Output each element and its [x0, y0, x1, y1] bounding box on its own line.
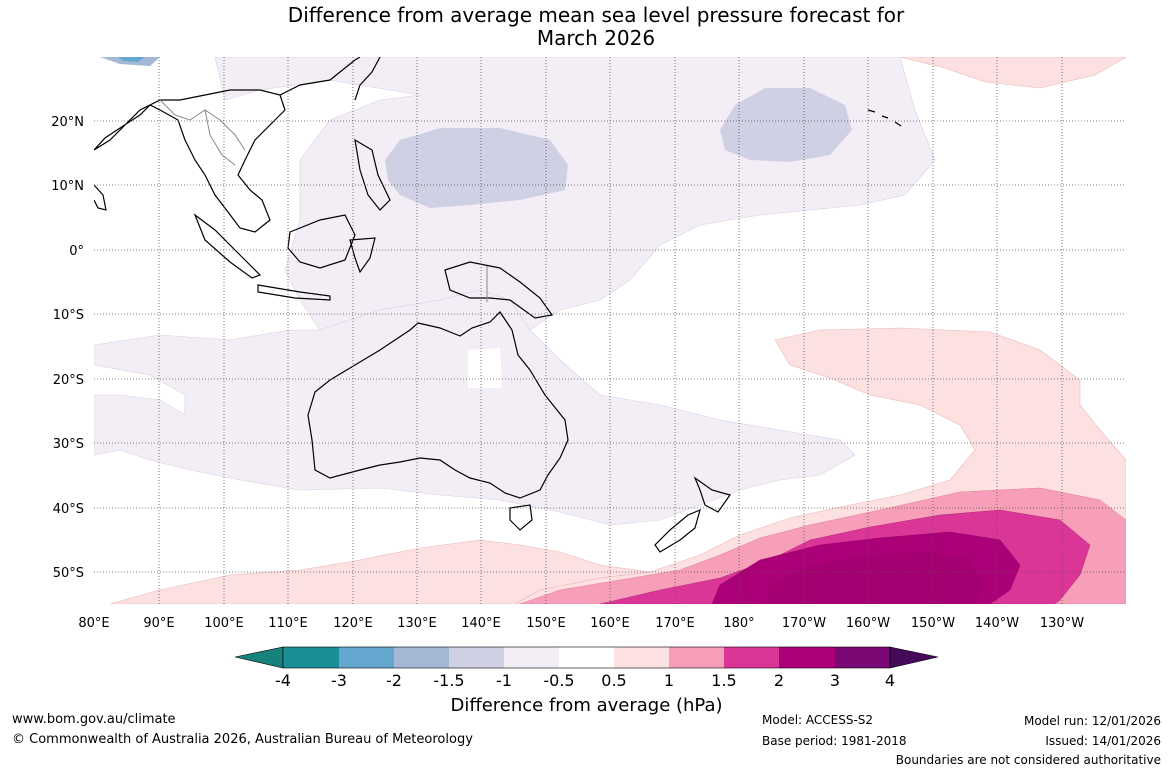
coast-new-zealand-south — [654, 508, 701, 553]
colorbar-label-1: 1 — [664, 671, 674, 690]
map-title-line1: Difference from average mean sea level p… — [287, 3, 905, 27]
lon-label-130E: 130°E — [397, 616, 437, 631]
lon-label-150W: 150°W — [911, 616, 955, 631]
contour-neg-top-left — [100, 57, 160, 66]
border-mainland-se-asia — [159, 99, 246, 166]
lon-label-120E: 120°E — [333, 616, 373, 631]
lat-label-10N: 10°N — [51, 179, 84, 194]
colorbar-swatch-3 — [394, 647, 449, 668]
colorbar-label-2: 2 — [774, 671, 784, 690]
coast-tasmania — [509, 504, 533, 531]
coast-sulawesi — [349, 237, 376, 274]
lon-label-170E: 170°E — [655, 616, 695, 631]
lon-label-110E: 110°E — [268, 616, 308, 631]
lon-label-160W: 160°W — [846, 616, 890, 631]
map-title-line2: March 2026 — [536, 26, 656, 50]
colorbar-swatch-5 — [504, 647, 559, 668]
colorbar-label-neg4: -4 — [275, 671, 291, 690]
lat-label-50S: 50°S — [53, 566, 84, 581]
colorbar-swatch-11 — [835, 647, 890, 668]
colorbar-swatch-7 — [614, 647, 669, 668]
latitude-labels: 20°N 10°N 0° 10°S 20°S 30°S 40°S 50°S — [51, 115, 84, 581]
colorbar-label-neg1p5: -1.5 — [433, 671, 464, 690]
lon-label-100E: 100°E — [204, 616, 244, 631]
lat-label-10S: 10°S — [53, 308, 84, 323]
colorbar-label-1p5: 1.5 — [711, 671, 736, 690]
colorbar-title: Difference from average (hPa) — [450, 695, 723, 716]
colorbar-swatch-9 — [724, 647, 779, 668]
colorbar-swatch-10 — [779, 647, 835, 668]
coast-new-guinea — [444, 261, 554, 319]
lon-label-140E: 140°E — [461, 616, 501, 631]
colorbar-swatch-8 — [669, 647, 724, 668]
contour-neg-top-left-inner — [118, 57, 145, 62]
lat-label-30S: 30°S — [53, 437, 84, 452]
lon-label-170W: 170°W — [782, 616, 826, 631]
lon-label-90E: 90°E — [143, 616, 174, 631]
colorbar-swatch-4 — [449, 647, 504, 668]
issued-date: Issued: 14/01/2026 — [1045, 734, 1161, 748]
coast-borneo — [287, 214, 356, 269]
coast-india-tip — [94, 184, 107, 211]
colorbar-label-neg0p5: -0.5 — [543, 671, 574, 690]
coast-hawaii — [867, 109, 902, 127]
coast-japan — [354, 57, 381, 101]
lon-label-180: 180° — [723, 616, 754, 631]
lon-label-130W: 130°W — [1040, 616, 1084, 631]
colorbar: -4 -3 -2 -1.5 -1 -0.5 0.5 1 1.5 2 3 4 — [234, 646, 939, 690]
map-title: Difference from average mean sea level p… — [0, 4, 1173, 50]
colorbar-label-neg2: -2 — [386, 671, 402, 690]
model-run-date: Model run: 12/01/2026 — [1023, 714, 1161, 728]
model-name: Model: ACCESS-S2 — [762, 713, 874, 727]
map-panel — [94, 57, 1126, 604]
coastlines — [94, 57, 902, 553]
coast-new-zealand-north — [693, 476, 731, 513]
colorbar-label-neg1: -1 — [496, 671, 512, 690]
coast-philippines — [354, 138, 391, 211]
coast-australia — [307, 311, 569, 499]
lon-label-140W: 140°W — [975, 616, 1019, 631]
contour-gap-australia — [468, 348, 502, 388]
colorbar-label-3: 3 — [830, 671, 840, 690]
colorbar-label-4: 4 — [885, 671, 895, 690]
lon-label-80E: 80°E — [78, 616, 109, 631]
coast-java — [257, 284, 331, 301]
contour-neg-1-west-pacific — [385, 128, 568, 208]
lon-label-160E: 160°E — [590, 616, 630, 631]
contour-pos-0p5-north-east — [899, 57, 1126, 89]
base-period: Base period: 1981-2018 — [762, 734, 907, 748]
lat-label-20S: 20°S — [53, 373, 84, 388]
coast-asia-mainland — [94, 57, 361, 233]
lat-label-20N: 20°N — [51, 115, 84, 130]
colorbar-outline — [282, 646, 891, 669]
coast-sumatra — [193, 213, 262, 279]
lat-label-0: 0° — [69, 244, 84, 259]
lat-label-40S: 40°S — [53, 502, 84, 517]
website-link[interactable]: www.bom.gov.au/climate — [12, 712, 176, 727]
colorbar-swatch-6 — [559, 647, 614, 668]
contour-neg-1-central-pacific — [720, 88, 852, 162]
colorbar-swatch-2 — [339, 647, 394, 668]
contour-pos-2-inner — [765, 552, 985, 604]
colorbar-label-neg3: -3 — [331, 671, 347, 690]
colorbar-swatch-1 — [283, 647, 339, 668]
colorbar-label-0p5: 0.5 — [601, 671, 626, 690]
country-borders — [159, 99, 488, 302]
colorbar-extend-high — [889, 646, 939, 669]
boundaries-disclaimer: Boundaries are not considered authoritat… — [895, 753, 1161, 767]
graticule — [94, 57, 1126, 604]
lon-label-150E: 150°E — [526, 616, 566, 631]
longitude-labels: 80°E 90°E 100°E 110°E 120°E 130°E 140°E … — [78, 616, 1084, 631]
copyright-text: © Commonwealth of Australia 2026, Austra… — [12, 732, 473, 747]
contour-neg-0p5-indian-ocean — [94, 289, 856, 526]
colorbar-extend-low — [234, 646, 284, 669]
